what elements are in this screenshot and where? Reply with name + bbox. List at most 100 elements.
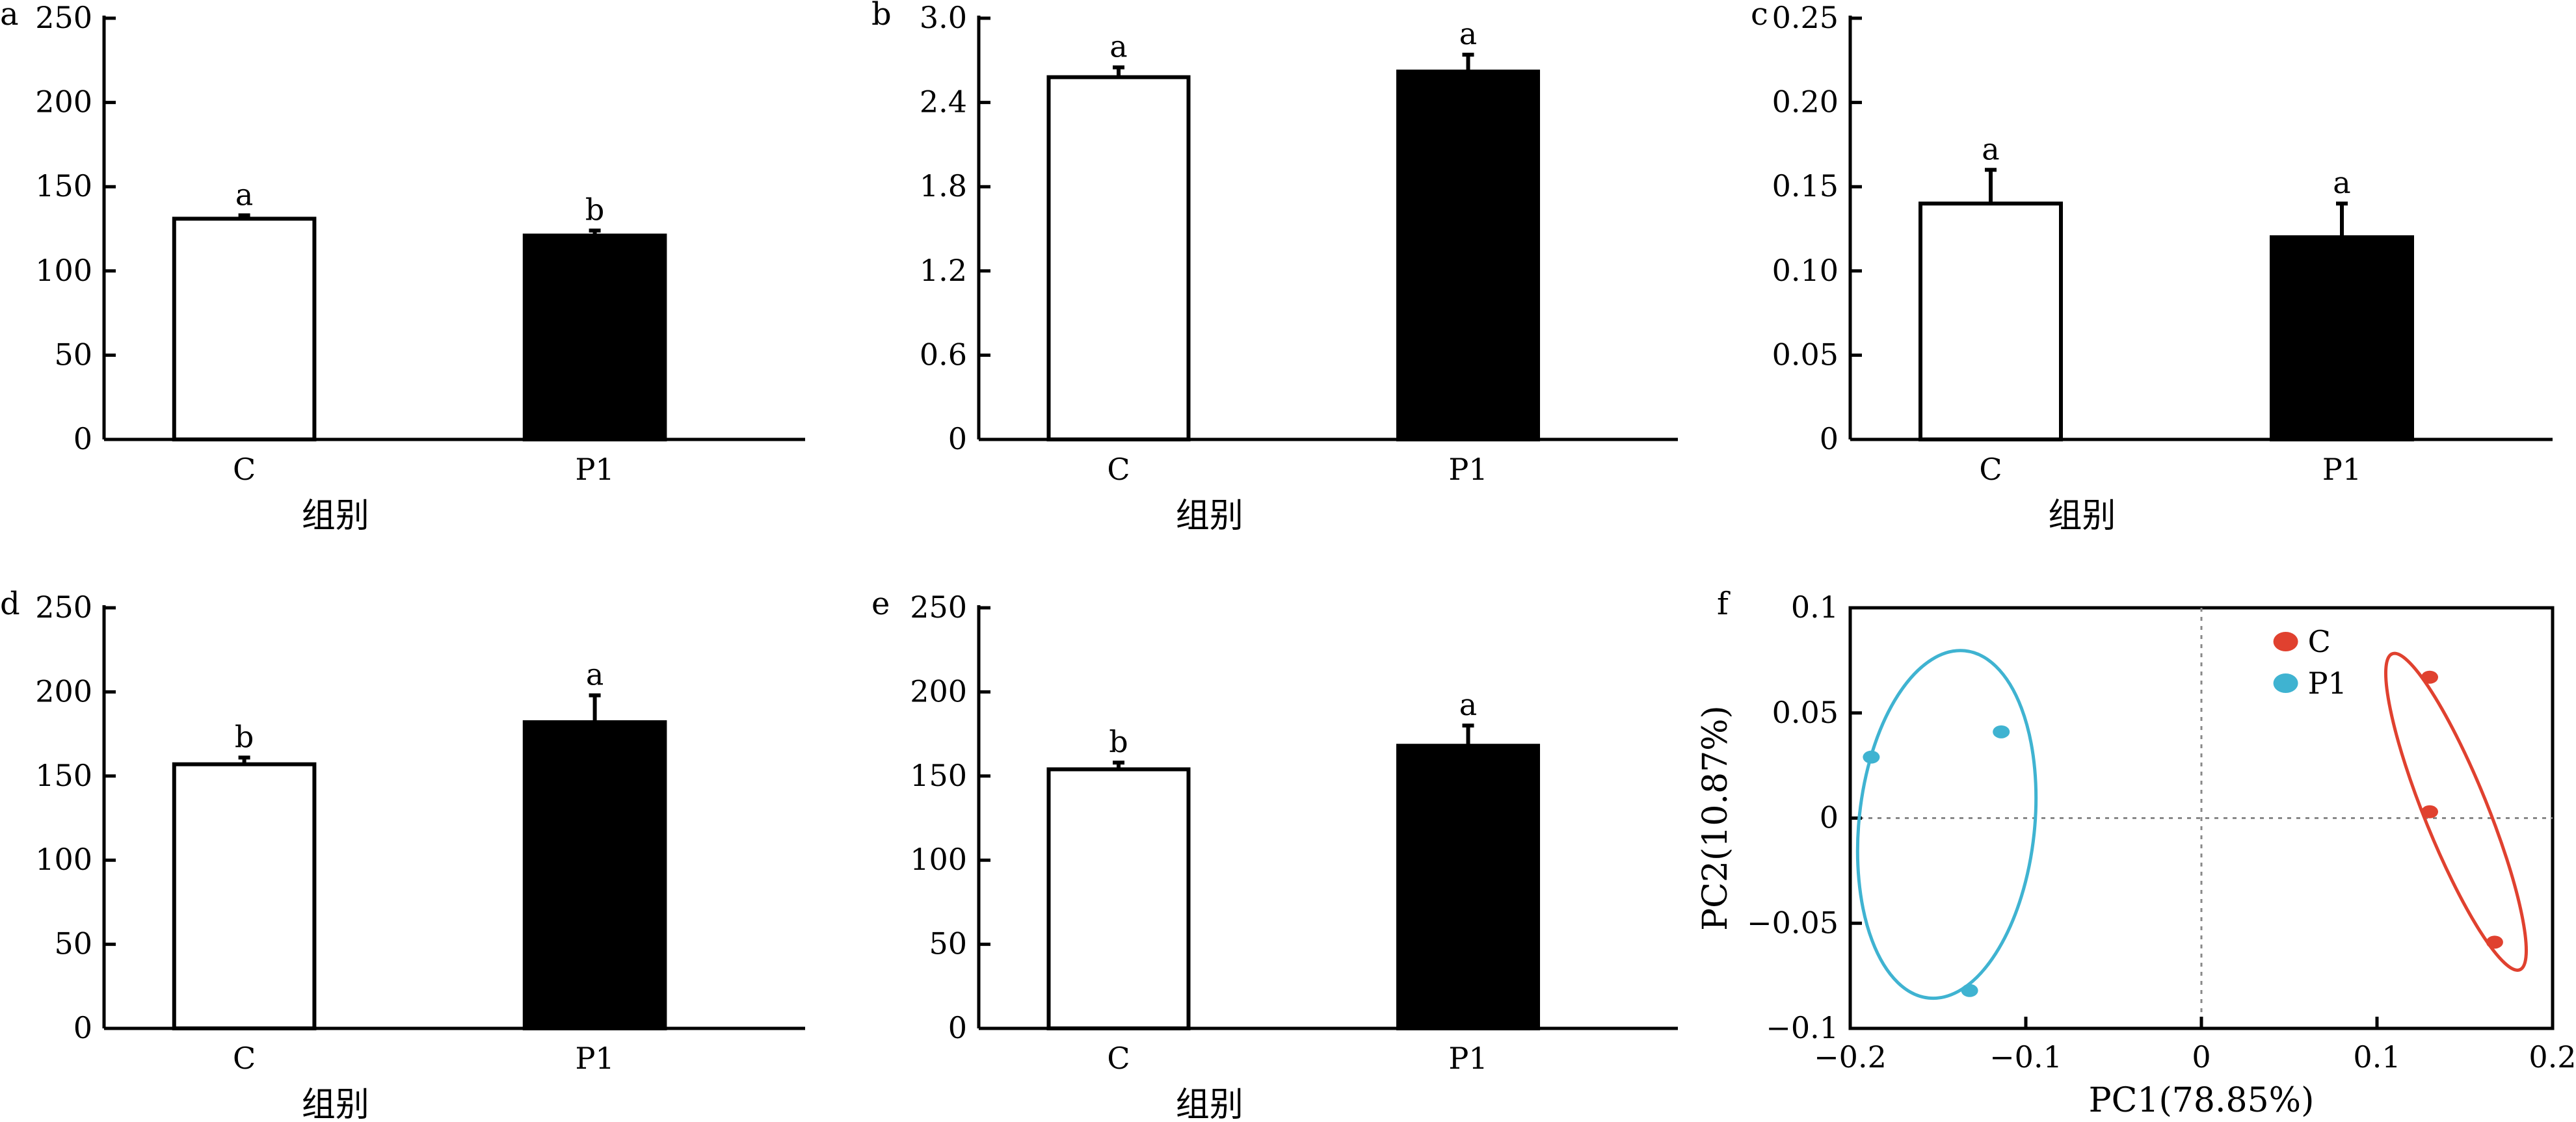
y-tick-label: 250 [35,0,92,35]
x-tick-label: P1 [575,1041,614,1076]
y-tick-label: 0 [73,421,92,456]
x-tick-label: P1 [2322,452,2361,487]
x-tick-label: P1 [1448,1041,1487,1076]
x-tick-label: −0.1 [1989,1039,2062,1075]
panel-f: f−0.2 −0.1 0 0.1 0.2−0.1−0.0500.050.1PC1(78.… [1696,586,2576,1120]
panel-c: c 0 0.05 0.10 0.15 0.20 0.25 a Ca P1 组别 [1751,0,2553,536]
y-tick-label: 0 [1820,800,1839,835]
significance-label: a [235,177,253,212]
y-tick-label: 1.2 [920,253,967,288]
bar-c [172,762,317,1030]
x-tick-label: 0 [2192,1039,2211,1075]
data-point-c [2421,805,2438,818]
y-axis-title: PC2(10.87%) [1696,705,1735,931]
x-axis-title: 组别 [302,497,369,536]
y-tick-label: 0 [948,421,967,456]
bar-p1 [2270,235,2414,441]
legend-label-p1: P1 [2308,666,2347,701]
y-tick-label: 0.15 [1772,168,1839,203]
bar-c [172,216,317,441]
significance-label: a [1459,687,1477,722]
y-tick-label: 0 [1820,421,1839,456]
panel-label: a [0,0,19,33]
significance-label: a [586,657,604,692]
panel-label: d [0,586,20,622]
x-axis-title: PC1(78.85%) [2089,1081,2315,1120]
y-tick-label: 1.8 [920,168,967,203]
y-tick-label: 250 [910,590,967,625]
bar-c [1919,202,2063,441]
panel-label: f [1717,586,1731,622]
bar-p1 [1396,70,1540,441]
y-tick-label: 100 [35,842,92,877]
bar-c [1046,767,1191,1030]
bar-c [1046,75,1191,442]
confidence-ellipse-p1 [1855,649,2038,1000]
significance-label: b [1109,724,1128,759]
x-axis-title: 组别 [302,1086,369,1122]
y-tick-label: 50 [54,926,92,961]
x-axis-title: 组别 [1176,1086,1243,1122]
significance-label: b [585,192,604,228]
y-tick-label: 0.20 [1772,85,1839,120]
data-point-p1 [1863,750,1880,764]
bar-p1 [522,233,667,441]
panel-label: e [871,586,890,622]
x-tick-label: C [233,1041,256,1076]
panel-b: b 0 0.6 1.2 1.8 2.4 3.0 a Ca P1 组别 [871,0,1678,536]
panel-d: d 0 50 100 150 200 250 b Ca P1 组别 [0,586,805,1122]
y-tick-label: 0.10 [1772,253,1839,288]
data-point-p1 [1993,725,2010,738]
panel-label: c [1751,0,1768,33]
panel-label: b [871,0,892,33]
y-tick-label: 50 [929,926,967,961]
y-tick-label: 0.1 [1791,590,1839,625]
data-point-p1 [1961,984,1978,997]
y-tick-label: 0.25 [1772,0,1839,35]
y-tick-label: 100 [35,253,92,288]
significance-label: a [2333,165,2350,200]
y-tick-label: 150 [35,168,92,203]
x-axis-title: 组别 [2048,497,2116,536]
panel-a: a 0 50 100 150 200 250 a Cb P1 组别 [0,0,805,536]
y-tick-label: 0.6 [920,337,967,372]
data-point-c [2421,670,2438,684]
x-tick-label: P1 [1448,452,1487,487]
x-tick-label: P1 [575,452,614,487]
x-tick-label: C [233,452,256,487]
significance-label: b [235,719,254,754]
x-tick-label: C [1107,1041,1130,1076]
y-tick-label: 200 [35,673,92,709]
y-tick-label: 200 [35,85,92,120]
x-tick-label: C [1107,452,1130,487]
data-point-c [2486,935,2503,949]
y-tick-label: 150 [35,758,92,793]
legend-marker-c [2273,632,2298,651]
x-tick-label: −0.2 [1814,1039,1887,1075]
significance-label: a [1109,29,1127,64]
y-tick-label: 0 [948,1010,967,1045]
y-tick-label: 2.4 [920,85,967,120]
legend-marker-p1 [2273,673,2298,693]
bar-p1 [522,720,667,1030]
y-tick-label: 250 [35,590,92,625]
x-tick-label: 0.1 [2353,1039,2400,1075]
confidence-ellipse-c [2383,651,2529,972]
y-tick-label: 3.0 [920,0,967,35]
x-axis-title: 组别 [1176,497,1243,536]
legend-label-c: C [2308,624,2331,659]
y-tick-label: −0.05 [1747,905,1839,940]
panel-e: e 0 50 100 150 200 250 b Ca P1 组别 [871,586,1678,1122]
x-tick-label: C [1979,452,2002,487]
x-tick-label: 0.2 [2529,1039,2576,1075]
bar-p1 [1396,744,1540,1030]
y-tick-label: 50 [54,337,92,372]
significance-label: a [1982,131,1999,166]
significance-label: a [1459,16,1477,51]
y-tick-label: 0.05 [1772,337,1839,372]
y-tick-label: 0.05 [1772,695,1839,730]
y-tick-label: −0.1 [1766,1010,1839,1045]
y-tick-label: 150 [910,758,967,793]
y-tick-label: 0 [73,1010,92,1045]
y-tick-label: 200 [910,673,967,709]
